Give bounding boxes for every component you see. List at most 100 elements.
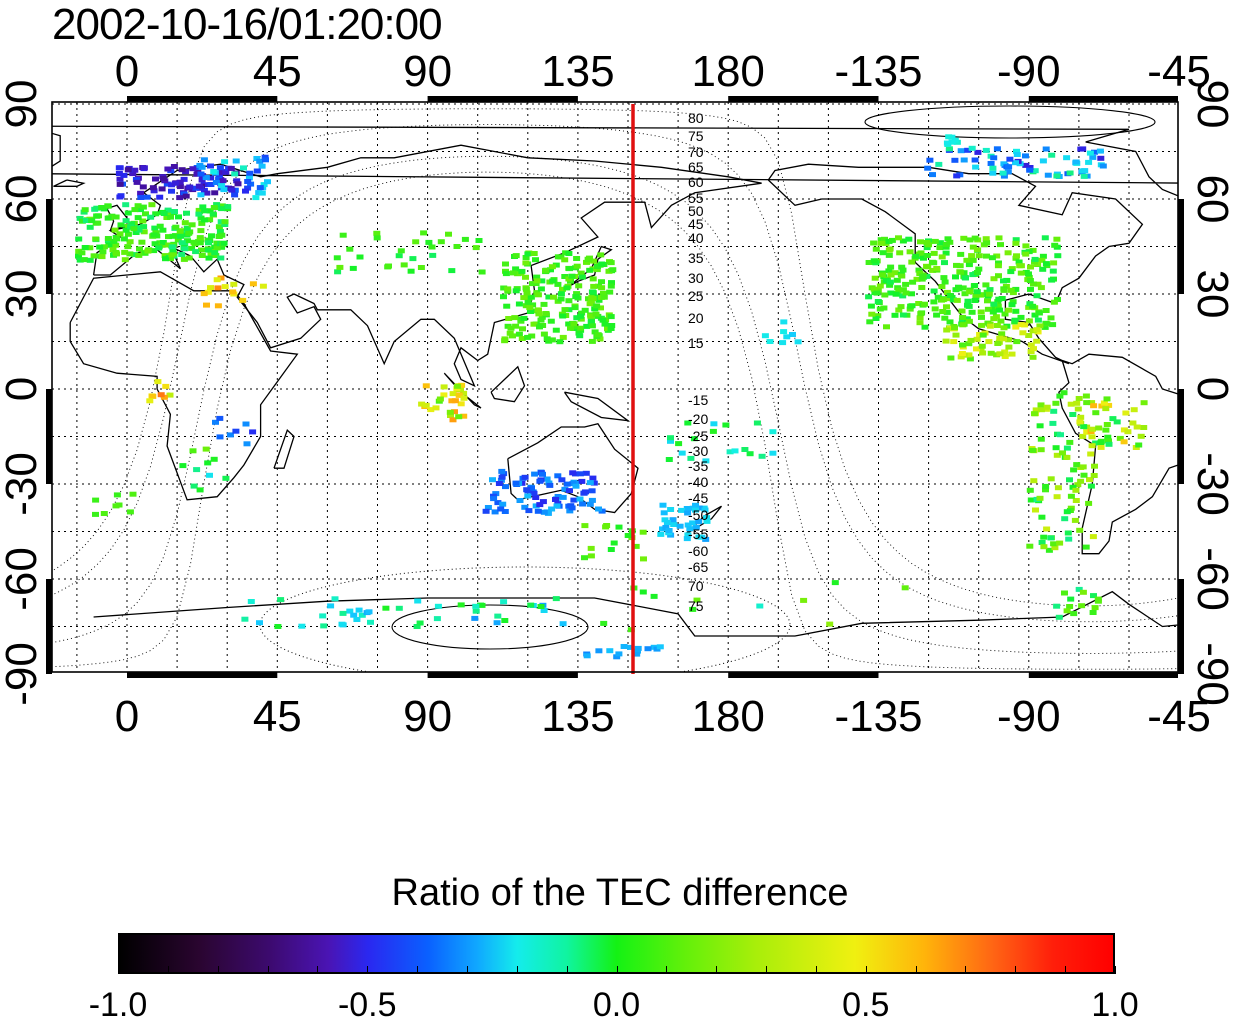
tec-pixel [210,212,217,217]
tec-pixel [334,255,341,260]
tec-pixel [231,171,238,176]
tec-pixel [941,316,948,321]
bottom-axis-label: -90 [997,692,1061,741]
tec-pixel [569,274,576,279]
tec-pixel [105,236,112,241]
tec-pixel [433,405,440,410]
tec-pixel [1043,147,1050,152]
tec-pixel [577,326,584,331]
contour-label: 15 [688,335,704,351]
tec-pixel [1005,164,1012,169]
tec-pixel [1026,168,1033,173]
tec-pixel [535,307,542,312]
tec-pixel [1053,174,1060,179]
tec-pixel [135,253,142,258]
tec-pixel [505,316,512,321]
tec-pixel [517,498,524,503]
left-axis-label: -30 [0,452,46,516]
tec-pixel [917,320,924,325]
tec-pixel [964,303,971,308]
tec-pixel [893,292,900,297]
tec-pixel [560,621,567,626]
tec-pixel [181,246,188,251]
tec-pixel [566,488,573,493]
tec-pixel [536,479,543,484]
tec-pixel [239,298,246,303]
colorbar-tick-label: 1.0 [1091,986,1138,1025]
left-axis-label: -90 [0,642,46,706]
top-axis-label: 45 [253,47,302,96]
tec-pixel [929,260,936,265]
tec-pixel [252,195,259,200]
tec-pixel [1050,409,1057,414]
tec-pixel [924,253,931,258]
contour-label: -30 [688,443,708,459]
tec-pixel [939,254,946,259]
tec-pixel [191,240,198,245]
tec-pixel [871,258,878,263]
tec-pixel [350,613,357,618]
tec-pixel [447,410,454,415]
tec-pixel [1006,157,1013,162]
tec-pixel [578,479,585,484]
tec-pixel [932,239,939,244]
tec-pixel [138,240,145,245]
tec-pixel [1038,285,1045,290]
tec-pixel [78,250,85,255]
tec-pixel [1050,260,1057,265]
tec-pixel [401,262,408,267]
tec-pixel [918,285,925,290]
tec-pixel [197,240,204,245]
tec-pixel [526,305,533,310]
tec-pixel [96,245,103,250]
tec-pixel [82,207,89,212]
tec-pixel [172,181,179,186]
tec-pixel [1066,477,1073,482]
tec-pixel [500,599,507,604]
colorbar-tick [1015,966,1016,974]
tec-pixel [598,285,605,290]
frame-bar-top [1029,96,1178,102]
tec-pixel [199,253,206,258]
tec-pixel [189,166,196,171]
tec-pixel [196,184,203,189]
tec-pixel [892,313,899,318]
tec-pixel [412,239,419,244]
tec-pixel [1083,394,1090,399]
tec-pixel [917,311,924,316]
tec-pixel [204,460,211,465]
frame-bar-left [46,199,52,294]
tec-pixel [298,624,305,629]
tec-pixel [586,256,593,261]
tec-pixel [501,338,508,343]
tec-pixel [877,241,884,246]
tec-pixel [573,484,580,489]
tec-pixel [504,286,511,291]
tec-pixel [883,324,890,329]
tec-pixel [510,270,517,275]
colorbar-tick [1065,966,1066,974]
tec-pixel [340,611,347,616]
tec-pixel [175,214,182,219]
tec-pixel [1048,476,1055,481]
tec-pixel [947,356,954,361]
tec-pixel [193,467,200,472]
tec-pixel [1080,590,1087,595]
tec-pixel [874,291,881,296]
contour-label: 30 [688,270,704,286]
tec-pixel [990,310,997,315]
tec-pixel [872,276,879,281]
tec-pixel [959,309,966,314]
frame-bar-right [1178,389,1184,484]
tec-pixel [987,324,994,329]
tec-pixel [971,283,978,288]
tec-pixel [140,184,147,189]
tec-pixel [437,397,444,402]
tec-pixel [946,146,953,151]
tec-pixel [1090,403,1097,408]
tec-pixel [141,165,148,170]
tec-pixel [670,522,677,527]
tec-pixel [429,253,436,258]
tec-pixel [989,255,996,260]
tec-pixel [1068,494,1075,499]
